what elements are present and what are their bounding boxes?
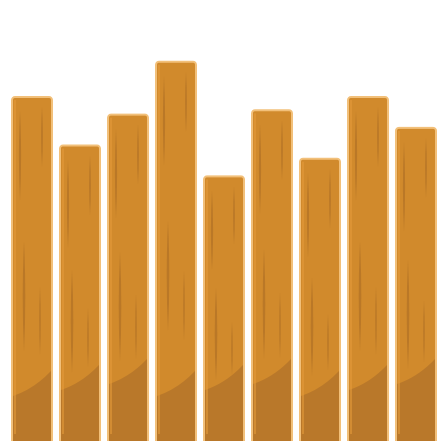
wood-plank-icon xyxy=(299,157,341,441)
wood-plank-icon xyxy=(347,96,389,441)
wood-plank-icon xyxy=(251,109,293,441)
wood-plank-icon xyxy=(59,144,101,441)
wood-plank-icon xyxy=(107,113,149,441)
wood-plank-icon xyxy=(11,96,53,441)
wood-plank-icon xyxy=(395,126,437,441)
wood-plank-icon xyxy=(155,60,197,441)
wood-plank-icon xyxy=(203,175,245,441)
